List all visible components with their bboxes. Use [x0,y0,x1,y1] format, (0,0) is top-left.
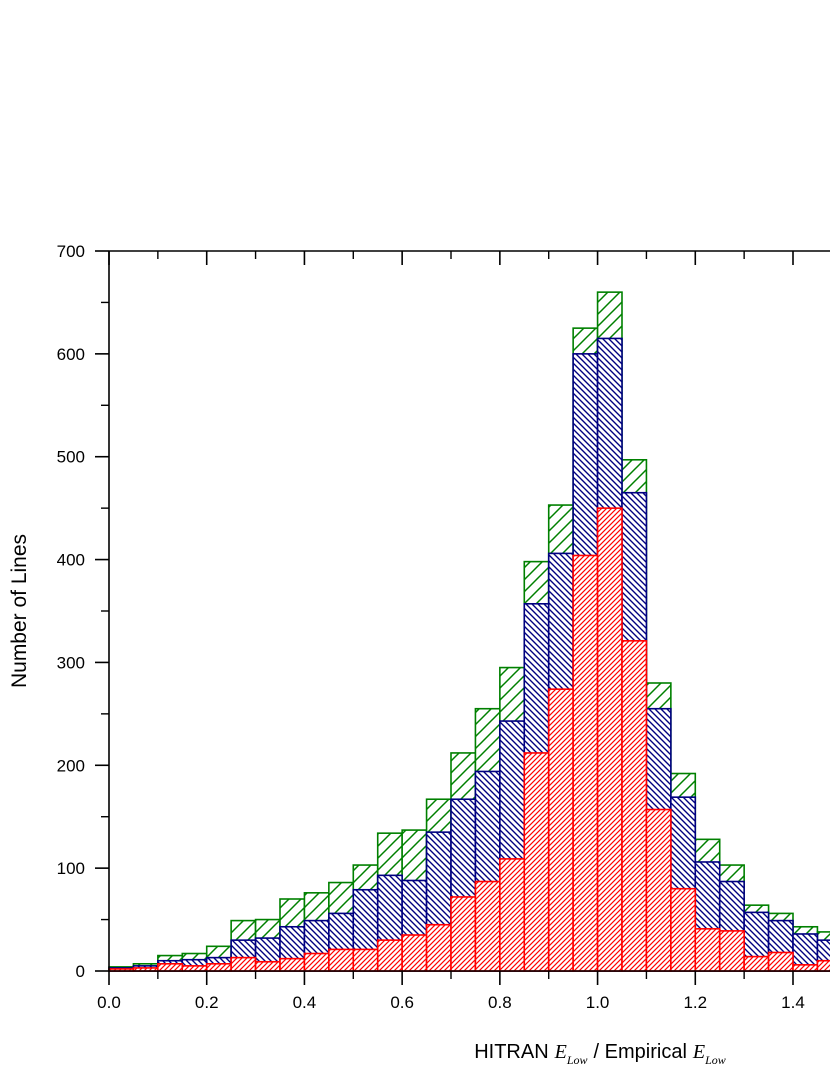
bar [303,952,330,972]
bar [328,948,355,972]
bar [743,955,770,972]
bar [450,896,477,972]
y-tick-label: 0 [76,962,85,981]
bar [792,964,819,972]
bar [352,948,379,972]
bar [474,880,501,972]
bar [816,959,830,972]
bar [523,752,550,972]
bar [572,554,599,972]
bar [718,930,745,972]
bar [547,688,574,972]
y-tick-label: 400 [57,551,85,570]
bar [279,957,306,972]
bar [401,934,428,972]
x-tick-label: 1.2 [683,993,707,1012]
bar [254,960,281,972]
y-tick-label: 500 [57,448,85,467]
x-label-part: E [692,1041,705,1063]
bar [230,956,257,972]
bar [499,858,526,972]
bar [621,640,648,972]
bar [645,808,672,972]
bar [596,507,623,972]
x-tick-label: 1.0 [586,993,610,1012]
x-label-part: HITRAN [474,1041,548,1063]
x-label-part: E [554,1041,567,1063]
x-axis-label: HITRAN ELow / Empirical ELow [474,1041,726,1067]
x-label-part: / Empirical [594,1041,687,1063]
y-axis-label: Number of Lines [8,534,31,688]
bar [205,962,232,972]
x-tick-label: 0.4 [293,993,317,1012]
x-label-part: Low [566,1053,588,1067]
x-tick-label: 1.4 [781,993,805,1012]
bar [425,923,452,972]
x-tick-label: 0.8 [488,993,512,1012]
y-tick-label: 300 [57,653,85,672]
plot-area [108,291,830,972]
x-tick-label: 0.0 [97,993,121,1012]
y-tick-label: 600 [57,345,85,364]
x-tick-label: 0.6 [390,993,414,1012]
bar [157,962,184,972]
y-tick-label: 100 [57,859,85,878]
y-tick-label: 700 [57,242,85,261]
bar [767,951,794,972]
bar [376,939,403,972]
bar [694,928,721,972]
x-label-part: Low [704,1053,726,1067]
bar [670,887,697,972]
y-tick-label: 200 [57,756,85,775]
x-tick-label: 0.2 [195,993,219,1012]
